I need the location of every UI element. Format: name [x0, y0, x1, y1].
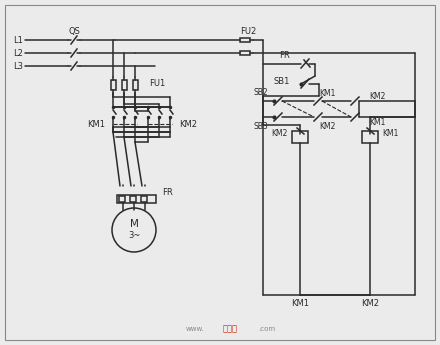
- Text: KM1: KM1: [291, 298, 309, 307]
- Text: KM2: KM2: [319, 121, 335, 130]
- Text: .com: .com: [258, 326, 275, 332]
- Text: 3~: 3~: [128, 231, 140, 240]
- Text: KM2: KM2: [179, 119, 197, 128]
- Text: L1: L1: [13, 36, 23, 45]
- Bar: [141, 196, 147, 202]
- Text: KM1: KM1: [382, 128, 398, 138]
- Bar: [117, 195, 156, 203]
- Text: www.: www.: [186, 326, 205, 332]
- Text: L2: L2: [13, 49, 23, 58]
- Text: L3: L3: [13, 61, 23, 70]
- Bar: [132, 80, 138, 90]
- Bar: [130, 196, 136, 202]
- Text: SB2: SB2: [253, 88, 268, 97]
- Bar: [119, 196, 125, 202]
- Text: FU2: FU2: [240, 27, 256, 36]
- Text: SB3: SB3: [253, 121, 268, 130]
- Bar: [240, 51, 250, 55]
- Bar: [110, 80, 116, 90]
- Text: SB1: SB1: [274, 77, 290, 86]
- Text: KM1: KM1: [319, 89, 335, 98]
- Text: M: M: [129, 219, 139, 229]
- Text: KM2: KM2: [271, 128, 288, 138]
- Bar: [362, 131, 378, 143]
- Bar: [240, 38, 250, 42]
- Text: QS: QS: [68, 27, 80, 36]
- Bar: [292, 131, 308, 143]
- Text: KM1: KM1: [369, 118, 385, 127]
- Text: KM2: KM2: [361, 298, 379, 307]
- Text: FU1: FU1: [149, 79, 165, 88]
- Text: FR: FR: [162, 187, 173, 197]
- Text: FR: FR: [279, 50, 290, 59]
- Text: 接线图: 接线图: [223, 325, 238, 334]
- Text: KM2: KM2: [369, 91, 385, 100]
- Bar: [121, 80, 127, 90]
- Text: KM1: KM1: [87, 119, 105, 128]
